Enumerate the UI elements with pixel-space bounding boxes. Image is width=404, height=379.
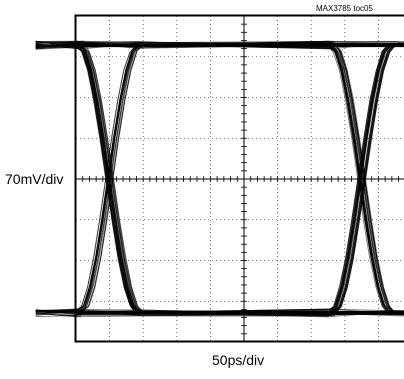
eye-trace xyxy=(35,40,404,313)
figure-id-label: MAX3785 toc05 xyxy=(316,4,373,13)
y-axis-label: 70mV/div xyxy=(5,171,63,187)
plot-frame xyxy=(74,14,404,343)
eye-traces xyxy=(35,40,404,318)
eye-trace xyxy=(35,43,404,317)
x-axis-label: 50ps/div xyxy=(212,352,264,368)
eye-trace xyxy=(35,40,404,314)
chart-grid xyxy=(76,16,404,342)
